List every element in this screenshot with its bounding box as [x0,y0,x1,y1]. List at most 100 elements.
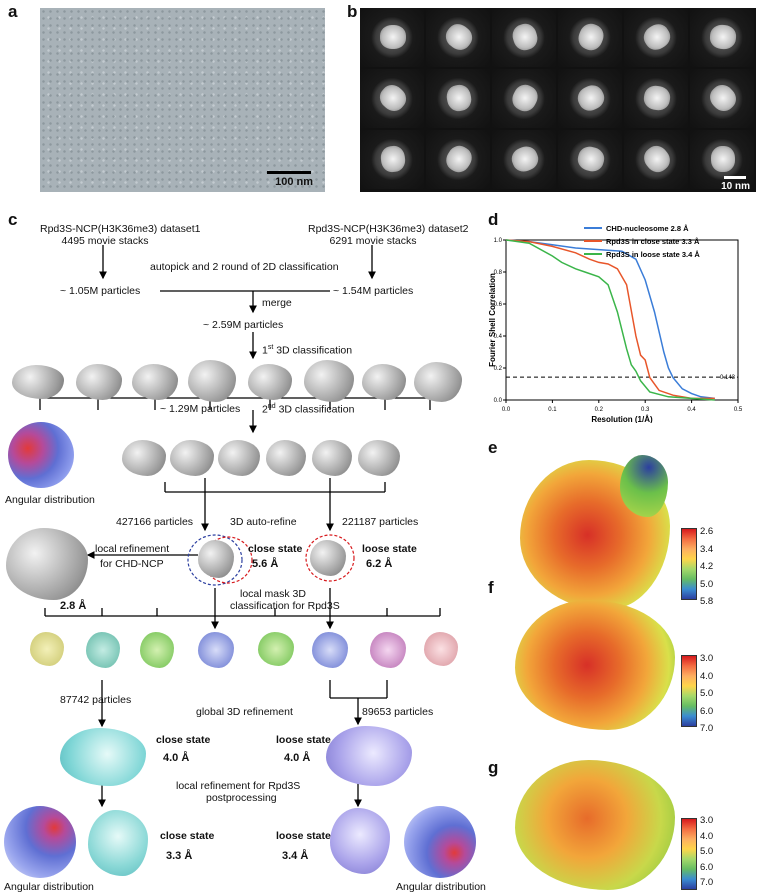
rpd3s-class-map [86,632,120,668]
legend-label: Rpd3S in close state 3.3 Å [606,237,700,246]
panel-label-c: c [8,210,18,229]
2d-class-average [360,8,424,67]
local-mask-label-2: classification for Rpd3S [230,600,340,612]
postprocessing-label: postprocessing [206,792,277,804]
x-tick-label: 0.2 [595,407,604,413]
particles-1-54m: ~ 1.54M particles [333,285,414,297]
2d-class-average [492,69,556,128]
local-mask-label-1: local mask 3D [240,588,306,600]
close-state-3-resolution: 3.3 Å [166,850,193,862]
scale-bar-b-label: 10 nm [721,181,750,192]
particles-1-29m: ~ 1.29M particles [160,403,241,415]
close-state-circle-blue [187,534,243,586]
colorbar-g-labels: 3.0 4.0 5.0 6.0 7.0 [700,813,713,891]
global-3d-refinement-label: global 3D refinement [196,706,293,718]
loose-state-circle-red [305,534,355,582]
colorbar-g [681,818,697,890]
3d-class-map [414,362,462,402]
loose-state-map-4a [326,726,412,786]
3d-class-map [12,365,64,399]
colorbar-e-label: 2.6 [700,526,714,537]
legend-label: Rpd3S in loose state 3.4 Å [606,250,700,259]
local-refinement-chd-1: local refinement [95,543,170,555]
close-state-2-label: close state [156,734,211,746]
plot-frame [505,239,739,401]
angular-distribution-label-close: Angular distribution [4,881,94,893]
y-tick-label: 0.8 [494,270,503,276]
x-tick-label: 0.3 [641,407,650,413]
auto-refine-label: 3D auto-refine [230,516,297,528]
rpd3s-class-map [30,632,64,666]
colorbar-g-label: 5.0 [700,846,714,857]
3d-class-map [362,364,406,400]
2d-class-average [558,69,622,128]
colorbar-e-label: 3.4 [700,543,714,555]
rpd3s-class-map [370,632,406,668]
x-tick-label: 0.0 [502,407,511,413]
x-tick-label: 0.5 [734,407,743,413]
colorbar-f-label: 3.0 [700,653,714,664]
2d-class-average [558,8,622,67]
angular-distribution-sphere-loose [404,806,476,878]
x-tick-label: 0.4 [687,407,696,413]
scale-bar-a [267,171,311,174]
2d-class-average [360,69,424,128]
particles-427166: 427166 particles [116,516,194,528]
loose-state-map [310,540,346,576]
rpd3s-class-map [198,632,234,668]
colorbar-g-label: 3.0 [700,815,714,826]
rpd3s-class-map [140,632,174,668]
2d-class-average [690,130,754,189]
3d-class-map [122,440,166,476]
2d-class-average [426,130,490,189]
x-axis-label: Resolution (1/Å) [591,415,653,423]
2d-class-average [426,8,490,67]
second-3d-classification: 2nd 3D classification [262,403,355,416]
3d-class-map [358,440,400,476]
3d-class-map [304,360,354,402]
local-refinement-chd-2: for CHD-NCP [100,558,164,570]
2d-class-average [690,8,754,67]
colorbar-f-label: 4.0 [700,670,714,682]
scale-bar-a-label: 100 nm [275,176,313,188]
y-tick-label: 1.0 [494,238,503,244]
close-state-label: close state [248,543,303,555]
particles-2-59m: ~ 2.59M particles [203,319,284,331]
close-state-2-resolution: 4.0 Å [163,752,190,764]
fsc-curve [505,239,715,401]
fsc-chart: 0.0 0.1 0.2 0.3 0.4 0.5 0.0 0.2 0.4 0.6 0.8 1.0 Reso… [488,224,743,423]
colorbar-f-label: 7.0 [700,723,714,734]
colorbar-e-label: 5.8 [700,596,714,607]
fsc-curve [505,239,715,400]
y-tick-label: 0.4 [494,334,503,340]
colorbar-f-label: 6.0 [700,705,714,717]
loose-state-3-resolution: 3.4 Å [282,850,309,862]
local-resolution-map-g [515,760,675,890]
local-resolution-map-f [515,600,675,730]
colorbar-g-label: 7.0 [700,877,714,888]
merge-label: merge [262,297,292,309]
rpd3s-class-map [424,632,458,666]
chd-ncp-resolution: 2.8 Å [60,600,87,612]
loose-state-3-label: loose state [276,830,331,842]
angular-distribution-label: Angular distribution [5,494,95,506]
colorbar-e-labels: 2.6 3.4 4.2 5.0 5.8 [700,523,713,611]
colorbar-f-label: 5.0 [700,688,714,699]
loose-state-resolution: 6.2 Å [366,558,393,570]
micrograph-image: 100 nm [40,8,325,192]
panel-label-g: g [488,758,499,777]
dataset2-title: Rpd3S-NCP(H3K36me3) dataset2 [308,223,469,235]
y-tick-label: 0.2 [494,366,503,372]
rpd3s-class-map [312,632,348,668]
loose-state-2-resolution: 4.0 Å [284,752,311,764]
colorbar-g-label: 6.0 [700,861,714,873]
scale-bar-b [724,176,746,179]
particles-1-05m: ~ 1.05M particles [60,285,141,297]
2d-class-average [360,130,424,189]
2d-class-average [492,8,556,67]
close-state-map [198,540,234,578]
3d-class-map [248,364,292,400]
particles-87742: 87742 particles [60,694,132,706]
y-tick-label: 0.6 [494,302,503,308]
